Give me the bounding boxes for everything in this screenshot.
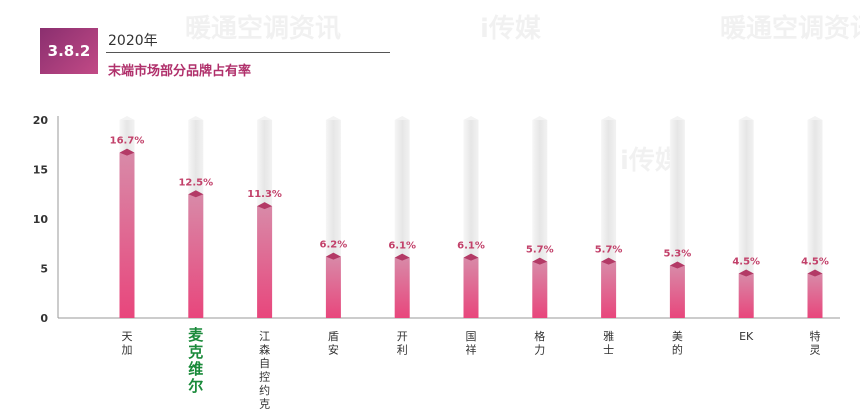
value-label: 16.7% xyxy=(110,136,145,147)
data-bar xyxy=(807,273,823,318)
value-label: 4.5% xyxy=(801,256,829,267)
data-bar-cap xyxy=(257,202,273,210)
value-label: 5.7% xyxy=(526,245,554,256)
ghost-bar-cap xyxy=(257,116,273,120)
data-bar xyxy=(188,194,204,318)
data-bar-cap xyxy=(807,269,823,277)
ghost-bar-cap xyxy=(532,116,548,120)
data-bar-cap xyxy=(325,252,341,260)
y-tick-label: 0 xyxy=(40,312,48,325)
category-label: 克 xyxy=(259,398,270,411)
data-bar xyxy=(669,265,685,318)
category-label: 约 xyxy=(259,384,270,397)
ghost-bar-cap xyxy=(669,116,685,120)
value-label: 12.5% xyxy=(178,177,213,188)
category-label: 士 xyxy=(603,344,614,357)
watermark-text: i传媒 xyxy=(480,14,541,44)
category-label: 天 xyxy=(122,330,133,343)
data-bar-cap xyxy=(463,253,479,261)
data-bar xyxy=(325,256,341,318)
data-bar xyxy=(119,152,135,318)
category-label: 尔 xyxy=(188,377,203,395)
category-label: 克 xyxy=(188,343,203,361)
category-label: 自 xyxy=(259,357,270,370)
ghost-bar-cap xyxy=(601,116,617,120)
watermark-text: 暖通空调资讯 xyxy=(185,14,342,44)
ghost-bar-cap xyxy=(807,116,823,120)
data-bar-cap xyxy=(119,148,135,156)
category-label: 麦 xyxy=(188,326,204,344)
value-label: 5.7% xyxy=(595,245,623,256)
category-label: 格 xyxy=(534,329,545,343)
category-label: 特 xyxy=(810,329,821,343)
header-divider xyxy=(106,52,390,53)
y-tick-label: 5 xyxy=(40,263,48,276)
category-label: 安 xyxy=(328,343,339,357)
value-label: 6.1% xyxy=(388,241,416,252)
y-tick-label: 20 xyxy=(33,114,49,127)
data-bar-cap xyxy=(669,261,685,269)
data-bar xyxy=(394,257,410,318)
data-bar-cap xyxy=(601,257,617,265)
category-label: 加 xyxy=(122,344,133,357)
data-bar xyxy=(738,273,754,318)
value-label: 6.2% xyxy=(320,240,348,251)
ghost-bar-cap xyxy=(188,116,204,120)
data-bar xyxy=(463,257,479,318)
value-label: 4.5% xyxy=(732,256,760,267)
chart-subtitle: 末端市场部分品牌占有率 xyxy=(108,64,252,79)
data-bar-cap xyxy=(394,253,410,261)
data-bar-cap xyxy=(532,257,548,265)
ghost-bar-cap xyxy=(738,116,754,120)
data-bar-cap xyxy=(188,190,204,198)
data-bar-cap xyxy=(738,269,754,277)
category-label: EK xyxy=(739,330,754,343)
value-label: 11.3% xyxy=(247,189,282,200)
category-label: 力 xyxy=(534,344,545,357)
category-label: 祥 xyxy=(466,343,477,357)
ghost-bar-cap xyxy=(463,116,479,120)
ghost-bar-cap xyxy=(119,116,135,120)
category-label: 盾 xyxy=(328,330,339,343)
ghost-bar-cap xyxy=(325,116,341,120)
category-label: 控 xyxy=(259,370,270,384)
category-label: 国 xyxy=(466,330,477,343)
ghost-bar xyxy=(738,120,754,318)
category-label: 灵 xyxy=(810,344,821,357)
category-label: 利 xyxy=(397,344,408,357)
category-label: 美 xyxy=(672,330,683,343)
y-tick-label: 15 xyxy=(33,164,48,177)
category-label: 雅 xyxy=(603,329,614,343)
category-label: 江 xyxy=(259,330,270,343)
section-badge: 3.8.2 xyxy=(40,28,98,74)
ghost-bar-cap xyxy=(394,116,410,120)
data-bar xyxy=(601,261,617,318)
value-label: 5.3% xyxy=(664,249,692,260)
category-label: 的 xyxy=(672,343,683,357)
category-label: 维 xyxy=(188,360,203,378)
value-label: 6.1% xyxy=(457,241,485,252)
data-bar xyxy=(257,206,273,318)
category-label: 森 xyxy=(259,343,270,357)
category-label: 开 xyxy=(397,330,408,343)
watermark-text: 暖通空调资讯 xyxy=(720,14,860,44)
chart-year: 2020年 xyxy=(108,33,158,49)
y-tick-label: 10 xyxy=(33,213,49,226)
ghost-bar xyxy=(807,120,823,318)
data-bar xyxy=(532,261,548,318)
